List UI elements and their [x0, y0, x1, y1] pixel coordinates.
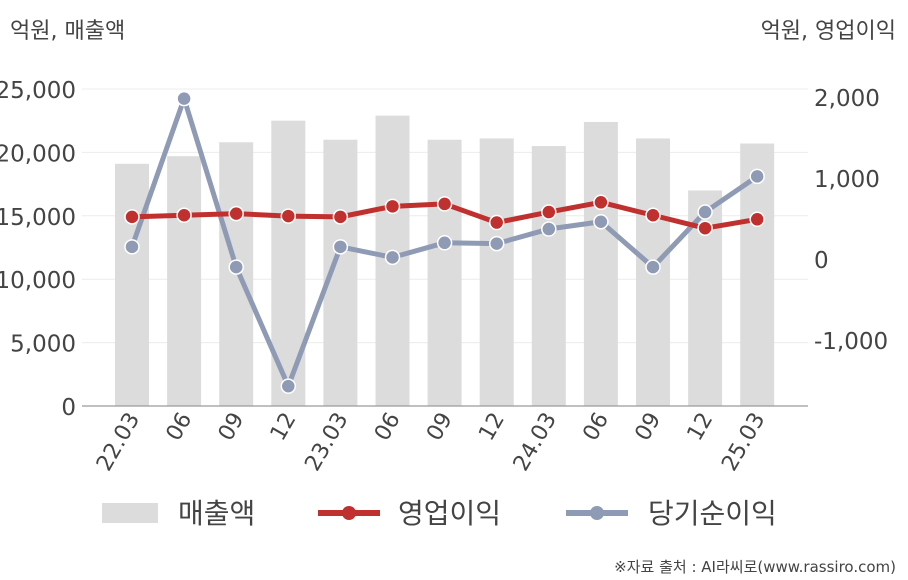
revenue-bar — [531, 146, 566, 406]
legend-net-income-marker — [590, 506, 604, 520]
x-tick-label: 12 — [683, 409, 719, 446]
revenue-bar — [583, 121, 618, 406]
operating-profit-point — [697, 220, 713, 236]
x-tick-label: 22.03 — [92, 409, 145, 476]
left-tick-label: 25,000 — [0, 78, 76, 104]
left-tick-label: 0 — [61, 395, 76, 421]
right-tick-label: 0 — [814, 248, 829, 274]
net-income-point — [541, 221, 557, 237]
operating-profit-point — [280, 208, 297, 224]
legend-revenue-swatch — [102, 503, 158, 523]
x-tick-label: 06 — [370, 409, 406, 446]
bar-series — [115, 115, 775, 407]
operating-profit-point — [436, 196, 453, 212]
legend-net-income-label: 당기순이익 — [648, 497, 777, 530]
line-series — [124, 90, 765, 394]
x-tick-label: 24.03 — [509, 409, 562, 476]
legend-operating-profit-label: 영업이익 — [398, 497, 501, 530]
legend-operating-profit-marker — [342, 506, 356, 520]
operating-profit-point — [593, 194, 609, 211]
left-axis-ticks: 0 5,000 10,000 15,000 20,000 25,000 — [0, 78, 76, 421]
source-note: ※자료 출처 : AI라씨로(www.rassiro.com) — [614, 558, 896, 576]
x-tick-label: 12 — [474, 409, 510, 446]
operating-profit-point — [384, 198, 401, 215]
x-tick-label: 12 — [266, 409, 302, 446]
revenue-bar — [740, 143, 775, 407]
net-income-point — [124, 239, 140, 255]
operating-profit-point — [228, 205, 244, 222]
net-income-point — [332, 239, 349, 255]
x-tick-label: 25.03 — [717, 409, 770, 476]
right-tick-label: 1,000 — [814, 167, 880, 193]
x-tick-label: 09 — [631, 409, 667, 446]
net-income-point — [280, 378, 297, 394]
x-tick-label: 09 — [422, 409, 458, 446]
net-income-point — [697, 204, 713, 220]
right-tick-label: 2,000 — [814, 86, 880, 112]
operating-profit-point — [541, 204, 557, 220]
revenue-bar — [427, 139, 462, 406]
right-axis-unit: 억원, 영업이익 — [761, 19, 896, 44]
x-tick-label: 06 — [578, 409, 614, 446]
operating-profit-point — [749, 211, 765, 228]
left-tick-label: 10,000 — [0, 268, 76, 294]
operating-profit-point — [645, 207, 661, 224]
x-tick-label: 06 — [162, 409, 198, 446]
right-tick-label: -1,000 — [814, 329, 888, 355]
net-income-point — [593, 213, 609, 230]
legend-revenue-label: 매출액 — [178, 497, 255, 530]
operating-profit-point — [488, 214, 505, 231]
left-axis-unit: 억원, 매출액 — [10, 19, 125, 44]
operating-profit-point — [332, 209, 349, 225]
revenue-bar — [115, 163, 149, 406]
net-income-point — [384, 249, 401, 266]
net-income-point — [645, 259, 661, 275]
operating-profit-point — [176, 207, 192, 224]
net-income-point — [176, 90, 192, 107]
net-income-point — [228, 259, 244, 275]
right-axis-ticks: -1,000 0 1,000 2,000 — [814, 86, 888, 355]
operating-profit-point — [124, 209, 140, 225]
net-income-point — [488, 235, 505, 252]
left-tick-label: 15,000 — [0, 205, 76, 231]
revenue-bar — [479, 138, 514, 406]
legend: 매출액 영업이익 당기순이익 — [102, 497, 777, 530]
net-income-point — [749, 168, 765, 185]
revenue-bar — [167, 156, 202, 406]
left-tick-label: 5,000 — [10, 332, 76, 358]
net-income-point — [436, 235, 453, 251]
left-tick-label: 20,000 — [0, 141, 76, 167]
x-tick-label: 09 — [214, 409, 250, 446]
x-tick-label: 23.03 — [300, 409, 353, 476]
